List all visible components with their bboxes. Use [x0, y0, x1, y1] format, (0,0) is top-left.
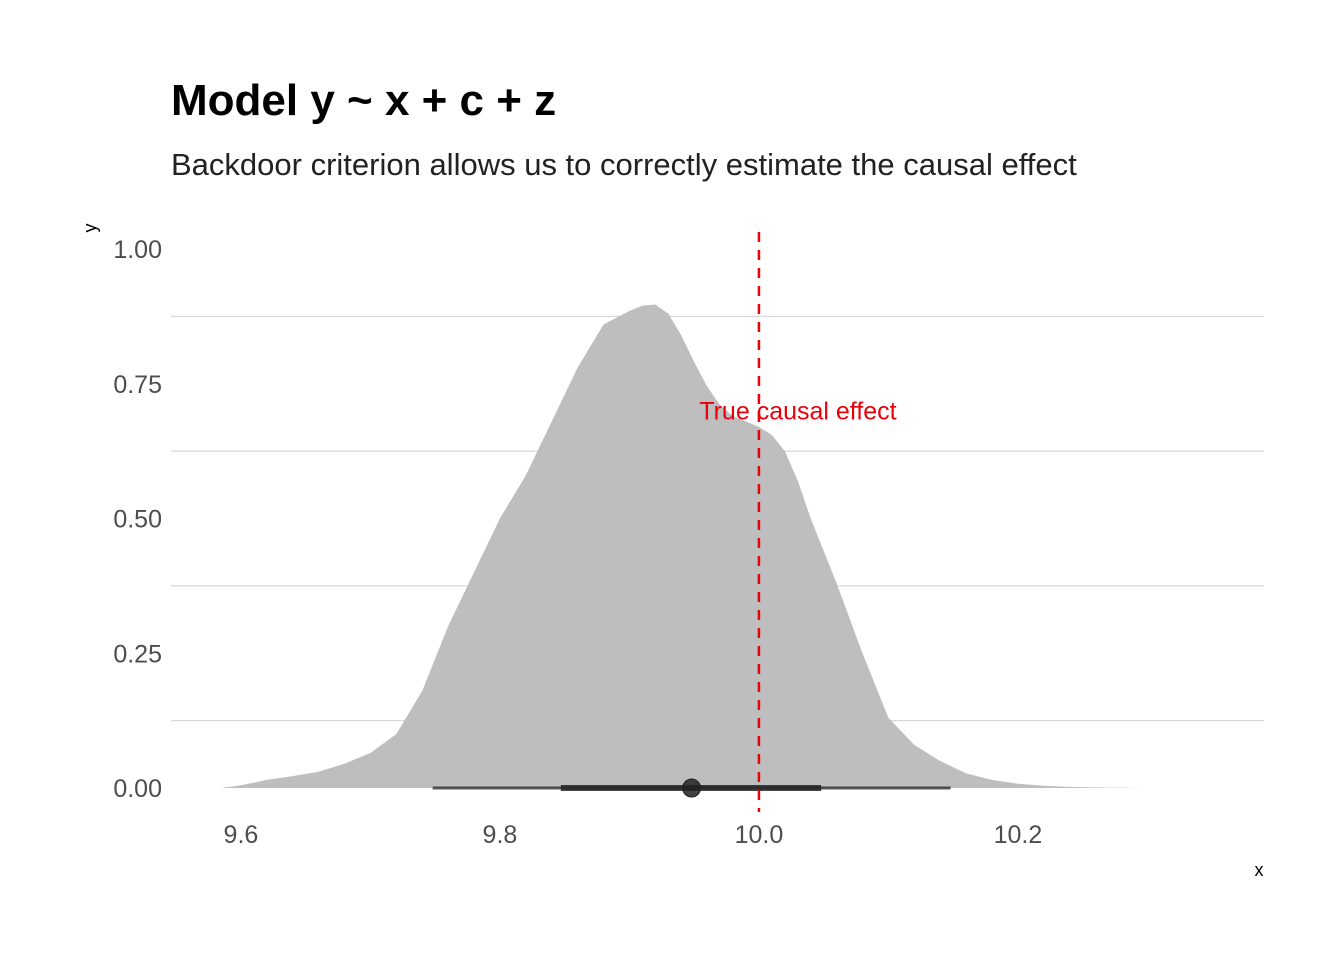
y-tick-label: 0.25	[113, 640, 162, 668]
x-axis-title: x	[1255, 860, 1264, 880]
x-tick-label: 10.2	[994, 821, 1043, 849]
x-tick-label: 9.8	[483, 821, 518, 849]
chart-subtitle: Backdoor criterion allows us to correctl…	[171, 147, 1077, 182]
y-tick-label: 0.00	[113, 775, 162, 803]
plot-area: True causal effect	[221, 232, 1191, 812]
median-point	[682, 778, 702, 798]
density-area	[221, 304, 1191, 788]
chart-title: Model y ~ x + c + z	[171, 76, 556, 125]
x-tick-label: 10.0	[735, 821, 784, 849]
true-effect-label: True causal effect	[699, 398, 896, 426]
y-tick-label: 0.75	[113, 371, 162, 399]
y-axis-title: y	[80, 224, 100, 233]
y-tick-label: 1.00	[113, 236, 162, 264]
x-tick-label: 9.6	[224, 821, 259, 849]
axes: 0.00 0.25 0.50 0.75 1.00 9.6 9.8 10.0 10.2	[113, 236, 1042, 849]
y-tick-label: 0.50	[113, 506, 162, 534]
